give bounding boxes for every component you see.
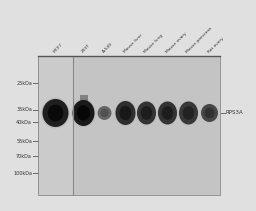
Ellipse shape [98,106,112,120]
Bar [38,56,73,195]
Text: 25kDa: 25kDa [16,81,32,86]
Bar [38,56,220,195]
Ellipse shape [204,108,215,118]
Ellipse shape [100,109,109,117]
Ellipse shape [157,100,178,126]
Ellipse shape [137,101,156,124]
Text: 70kDa: 70kDa [16,154,32,159]
Ellipse shape [120,106,132,120]
Ellipse shape [114,100,136,126]
Ellipse shape [201,104,218,122]
Text: 40kDa: 40kDa [16,119,32,124]
Ellipse shape [158,101,177,124]
Text: Mouse lung: Mouse lung [144,33,164,54]
Ellipse shape [41,98,70,128]
Ellipse shape [141,106,152,120]
Bar [80,95,88,113]
Ellipse shape [77,105,90,121]
Text: A-549: A-549 [102,42,114,54]
Ellipse shape [178,100,199,126]
Ellipse shape [179,101,198,124]
Ellipse shape [183,106,194,120]
Text: 55kDa: 55kDa [16,139,32,144]
Ellipse shape [72,100,94,126]
Bar [38,56,220,195]
Text: 100kDa: 100kDa [13,171,32,176]
Text: MCF7: MCF7 [53,43,64,54]
Ellipse shape [97,105,112,121]
Ellipse shape [200,103,219,123]
Ellipse shape [115,101,135,125]
Text: 35kDa: 35kDa [16,107,32,112]
Ellipse shape [71,99,95,127]
Text: Mouse pancreas: Mouse pancreas [186,26,214,54]
Ellipse shape [136,100,157,126]
Text: Rat ovary: Rat ovary [207,37,224,54]
Ellipse shape [42,99,69,127]
Ellipse shape [162,106,173,120]
Text: RPS3A: RPS3A [226,111,244,115]
Text: Mouse liver: Mouse liver [123,33,143,54]
Text: 293T: 293T [81,43,91,54]
Text: Mouse ovary: Mouse ovary [165,32,187,54]
Ellipse shape [48,105,63,121]
